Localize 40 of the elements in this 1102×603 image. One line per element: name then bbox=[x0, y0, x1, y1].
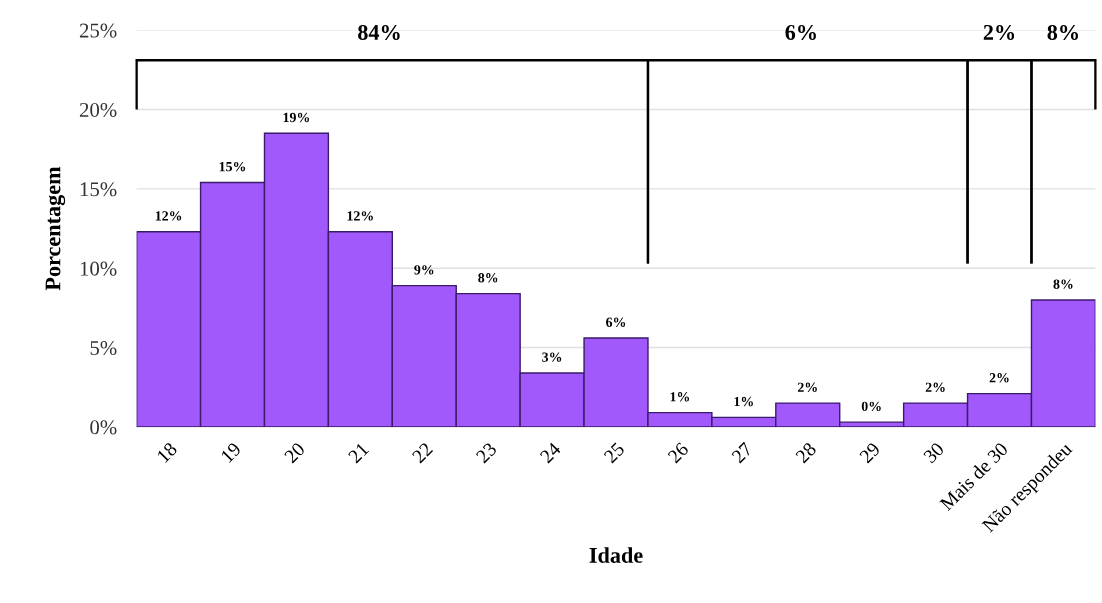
y-tick-label: 15% bbox=[80, 182, 117, 197]
data-label: 1% bbox=[670, 392, 690, 402]
data-label: 3% bbox=[542, 352, 562, 362]
x-tick-label: 28 bbox=[795, 441, 817, 464]
annotation: 8% bbox=[1047, 24, 1079, 40]
x-tick-label: 20 bbox=[283, 441, 306, 464]
x-tick-label: 19 bbox=[220, 441, 242, 464]
annotation: 6% bbox=[785, 24, 816, 40]
x-tick-label: 23 bbox=[475, 441, 498, 464]
data-label: 0% bbox=[861, 401, 881, 412]
y-axis-title: Porcentagem bbox=[45, 166, 66, 291]
y-tick-label: 0% bbox=[90, 420, 117, 435]
x-tick-label: 21 bbox=[347, 442, 370, 464]
data-label: 12% bbox=[347, 211, 373, 221]
x-tick-label: 18 bbox=[156, 441, 178, 464]
y-tick-label: 5% bbox=[90, 340, 117, 356]
data-label: 2% bbox=[797, 382, 817, 393]
data-label: 2% bbox=[925, 382, 945, 393]
x-tick-label: 25 bbox=[603, 441, 626, 464]
x-tick-label: 27 bbox=[731, 441, 753, 464]
data-label: 8% bbox=[478, 273, 498, 283]
x-axis-title: Idade bbox=[589, 547, 643, 563]
y-tick-label: 20% bbox=[79, 102, 117, 118]
annotation: 84% bbox=[358, 24, 400, 40]
data-label: 6% bbox=[606, 317, 626, 327]
x-tick-label: 30 bbox=[922, 441, 945, 464]
x-tick-label: 29 bbox=[858, 441, 881, 464]
data-label: 12% bbox=[155, 211, 182, 221]
data-label: 8% bbox=[1053, 279, 1073, 289]
data-label: 1% bbox=[734, 396, 753, 407]
data-label: 2% bbox=[989, 373, 1009, 383]
annotation: 2% bbox=[983, 24, 1015, 40]
data-label: 15% bbox=[219, 161, 246, 172]
x-tick-label: 26 bbox=[667, 441, 690, 464]
x-tick-label: 22 bbox=[411, 442, 434, 464]
y-tick-label: 25% bbox=[79, 23, 117, 38]
x-tick-label: 24 bbox=[539, 441, 562, 464]
data-label: 9% bbox=[414, 265, 434, 275]
data-label: 19% bbox=[283, 112, 310, 123]
y-tick-label: 10% bbox=[80, 261, 117, 276]
